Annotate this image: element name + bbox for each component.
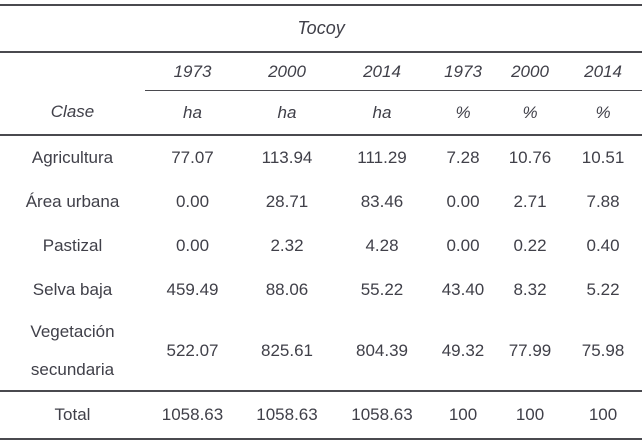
unit-header: % — [430, 90, 496, 136]
cell-value: 459.49 — [166, 280, 219, 299]
year-header-row: 1973 2000 2014 1973 2000 2014 — [0, 52, 642, 91]
table-title: Tocoy — [0, 4, 642, 53]
cell-value: 10.76 — [508, 148, 552, 167]
land-cover-change-table: Tocoy 1973 2000 2014 1973 2000 2014 Clas… — [0, 4, 642, 440]
unit-header: % — [496, 90, 564, 136]
row-label: Agricultura — [31, 148, 114, 167]
cell-value: 111.29 — [357, 148, 407, 167]
cell-value: 88.06 — [265, 280, 309, 299]
cell-value: 2.32 — [270, 236, 304, 255]
cell-value: 113.94 — [261, 148, 313, 167]
total-value: 100 — [430, 390, 496, 440]
row-label: Selva baja — [32, 280, 113, 299]
cell-value: 83.46 — [360, 192, 404, 211]
table-row-vegetacion-secundaria: Vegetación secundaria 522.07 825.61 804.… — [0, 312, 642, 391]
cell-value: 7.88 — [586, 192, 620, 211]
total-value: 100 — [496, 390, 564, 440]
table-row-selva-baja: Selva baja 459.49 88.06 55.22 43.40 8.32… — [0, 268, 642, 312]
table-title-row: Tocoy — [0, 4, 642, 53]
table-row-total: Total 1058.63 1058.63 1058.63 100 100 10… — [0, 390, 642, 440]
year-header-pct-2014: 2014 — [564, 52, 642, 91]
total-value: 1058.63 — [240, 390, 334, 440]
cell-value: 7.28 — [446, 148, 480, 167]
cell-value: 10.51 — [581, 148, 625, 167]
cell-value: 0.00 — [446, 236, 480, 255]
cell-value: 0.00 — [175, 192, 210, 211]
table-row-area-urbana: Área urbana 0.00 28.71 83.46 0.00 2.71 7… — [0, 180, 642, 224]
cell-value: 0.22 — [513, 236, 547, 255]
total-value: 1058.63 — [145, 390, 240, 440]
row-label: Área urbana — [25, 192, 120, 211]
cell-value: 28.71 — [265, 192, 309, 211]
cell-value: 0.40 — [586, 236, 620, 255]
cell-value: 804.39 — [356, 341, 408, 360]
cell-value: 8.32 — [513, 280, 547, 299]
total-value: 1058.63 — [334, 390, 430, 440]
cell-value: 5.22 — [586, 280, 620, 299]
row-label: Pastizal — [42, 236, 103, 255]
cell-value: 0.00 — [446, 192, 480, 211]
total-label: Total — [0, 390, 145, 440]
cell-value: 43.40 — [441, 280, 485, 299]
cell-value: 0.00 — [175, 236, 210, 255]
total-value: 100 — [564, 390, 642, 440]
row-label: Vegetación secundaria — [30, 322, 115, 379]
cell-value: 55.22 — [360, 280, 404, 299]
unit-header: ha — [334, 90, 430, 136]
corner-empty-cell — [0, 52, 145, 91]
cell-value: 522.07 — [166, 341, 219, 360]
year-header-ha-2014: 2014 — [334, 52, 430, 91]
cell-value: 825.61 — [261, 341, 313, 360]
cell-value: 2.71 — [513, 192, 547, 211]
row-header-label: Clase — [0, 90, 145, 136]
year-header-pct-1973: 1973 — [430, 52, 496, 91]
table-row-pastizal: Pastizal 0.00 2.32 4.28 0.00 0.22 0.40 — [0, 224, 642, 268]
unit-header: ha — [240, 90, 334, 136]
cell-value: 75.98 — [581, 341, 625, 360]
year-header-ha-1973: 1973 — [145, 52, 240, 91]
cell-value: 77.99 — [508, 341, 552, 360]
year-header-pct-2000: 2000 — [496, 52, 564, 91]
table-row-agricultura: Agricultura 77.07 113.94 111.29 7.28 10.… — [0, 135, 642, 180]
cell-value: 4.28 — [365, 236, 399, 255]
year-header-ha-2000: 2000 — [240, 52, 334, 91]
unit-header: % — [564, 90, 642, 136]
cell-value: 49.32 — [441, 341, 485, 360]
unit-header: ha — [145, 90, 240, 136]
unit-header-row: Clase ha ha ha % % % — [0, 90, 642, 136]
cell-value: 77.07 — [171, 148, 214, 167]
